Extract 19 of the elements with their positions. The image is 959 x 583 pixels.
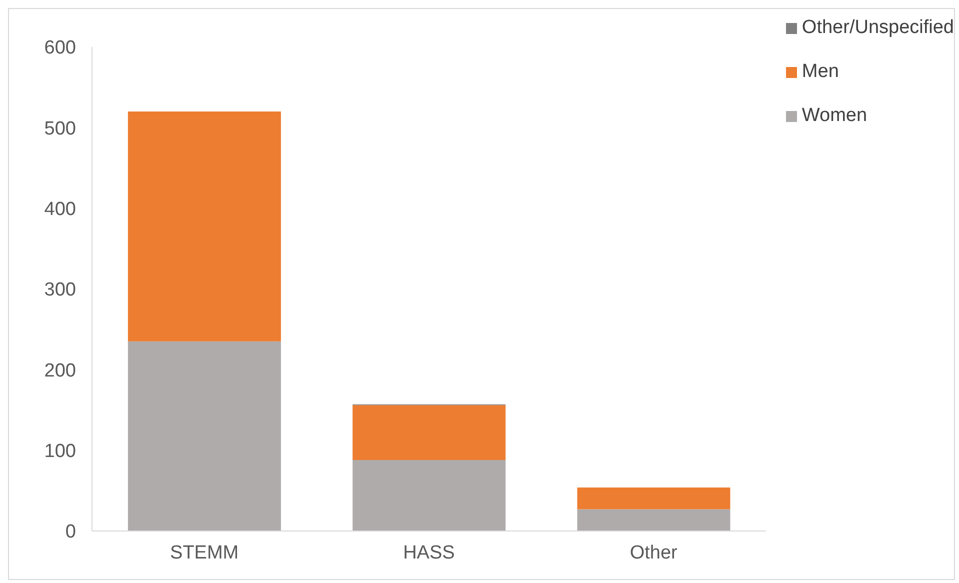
y-tick-label: 100 [44, 441, 76, 462]
bar [577, 487, 730, 510]
legend-label: Other/Unspecified [802, 17, 954, 39]
y-tick-label: 500 [44, 118, 76, 140]
y-tick-label: 0 [65, 522, 76, 543]
bar [128, 112, 281, 342]
bar [577, 509, 730, 531]
bar [352, 405, 506, 460]
bar [128, 341, 281, 531]
bar [352, 460, 506, 531]
y-tick-label: 600 [44, 38, 76, 59]
y-tick-label: 200 [44, 360, 76, 382]
legend-label: Men [802, 61, 839, 83]
y-tick-label: 300 [44, 280, 76, 301]
y-tick-label: 400 [44, 199, 76, 220]
x-tick-label: HASS [403, 542, 455, 564]
x-tick-label: Other [630, 542, 678, 564]
x-tick-label: STEMM [170, 542, 239, 564]
legend-label: Women [802, 105, 868, 127]
